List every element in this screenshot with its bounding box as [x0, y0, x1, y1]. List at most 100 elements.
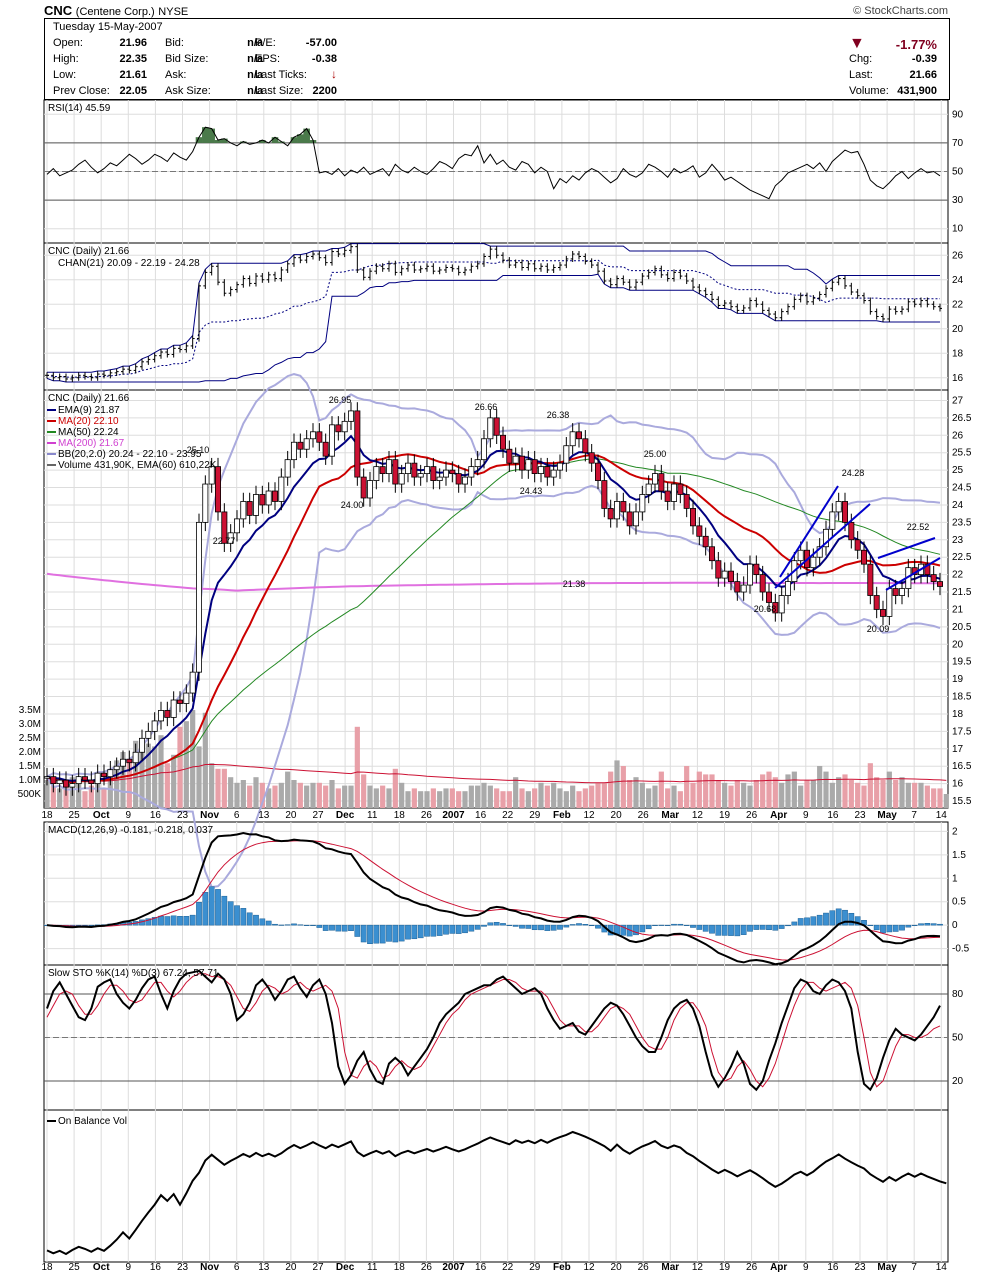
macd-histogram-bar — [569, 924, 576, 926]
volume-bar — [285, 771, 291, 808]
last-ticks-label: Last Ticks: — [255, 69, 307, 81]
volume-bar — [728, 785, 734, 808]
volume-bar — [823, 771, 829, 808]
macd-histogram-bar — [652, 924, 658, 926]
candle-body — [468, 466, 475, 478]
candle-body — [886, 588, 893, 617]
volume-bar — [785, 774, 791, 808]
macd-histogram-bar — [740, 924, 747, 935]
price-annotation: 21.38 — [563, 579, 586, 589]
volume-bar — [804, 780, 810, 808]
macd-histogram-bar — [462, 924, 468, 934]
volume-bar — [221, 768, 227, 808]
x-axis-label-bottom: 9 — [126, 1262, 132, 1273]
macd-histogram-bar — [177, 916, 183, 926]
price-annotation: 20.68 — [754, 604, 777, 614]
volume-bar — [943, 794, 949, 808]
volume-bar — [456, 791, 462, 808]
candle-body — [430, 466, 437, 481]
macd-histogram-bar — [728, 924, 734, 936]
candle-body — [379, 466, 386, 474]
macd-title: MACD(12,26,9) -0.181, -0.218, 0.037 — [48, 825, 214, 836]
ask-label: Ask: — [165, 69, 187, 81]
candle-body — [132, 751, 139, 764]
macd-histogram-bar — [335, 924, 342, 932]
volume-bar — [658, 771, 664, 808]
volume-bar — [272, 785, 278, 808]
macd-histogram-bar — [633, 924, 639, 936]
macd-histogram-bar — [557, 924, 563, 930]
x-axis-label: 12 — [583, 810, 595, 821]
macd-panel-frame — [43, 821, 949, 966]
macd-histogram-bar — [772, 924, 779, 931]
percent-change: -1.77% — [895, 37, 937, 52]
candle-body — [569, 431, 576, 447]
volume-bar — [924, 785, 930, 808]
rsi-overbought-fill — [240, 141, 247, 143]
volume-value: 431,900 — [897, 85, 937, 97]
volume-bar — [234, 782, 240, 808]
bid-value: n/a — [247, 37, 263, 49]
price-legend-item: BB(20,2.0) 20.24 - 22.10 - 23.95 — [58, 449, 202, 460]
candle-body — [101, 772, 108, 778]
obv-title: On Balance Vol — [58, 1116, 127, 1127]
macd-histogram-bar — [316, 924, 323, 928]
volume-bar — [760, 774, 766, 808]
macd-histogram-bar — [417, 924, 424, 939]
macd-histogram-bar — [183, 916, 190, 926]
macd-histogram-bar — [449, 924, 456, 934]
candle-body — [810, 556, 817, 569]
low-value: 21.61 — [119, 69, 147, 81]
macd-histogram-bar — [823, 912, 829, 926]
macd-histogram-bar — [709, 924, 715, 934]
candle-body — [924, 563, 931, 576]
candle-body — [170, 699, 177, 718]
open-value: 21.96 — [119, 37, 147, 49]
ma50-line — [46, 458, 941, 783]
x-axis-label: 29 — [529, 810, 541, 821]
macd-histogram-bar — [360, 924, 367, 943]
macd-histogram-bar — [430, 924, 437, 937]
volume-bar — [139, 738, 145, 808]
macd-histogram-bar — [677, 923, 684, 926]
macd-histogram-bar — [550, 924, 557, 931]
rsi-ytick-label: 70 — [952, 138, 964, 149]
macd-histogram-bar — [373, 924, 380, 944]
x-axis-label-bottom: Oct — [93, 1262, 110, 1273]
last-size-label: Last Size: — [255, 85, 304, 97]
volume-bar — [443, 788, 449, 808]
volume-bar — [297, 782, 303, 808]
volume-bar — [481, 782, 487, 808]
price-annotation: 24.28 — [842, 468, 865, 478]
macd-histogram-bar — [645, 924, 652, 930]
volume-bar — [361, 774, 367, 808]
volume-bar — [753, 780, 759, 808]
brand-link[interactable]: © StockCharts.com — [853, 5, 948, 17]
x-axis-label: 9 — [803, 810, 809, 821]
macd-histogram-bar — [753, 924, 760, 930]
rsi-title: RSI(14) 45.59 — [48, 103, 111, 114]
candle-body — [531, 459, 538, 474]
volume-bar — [595, 782, 601, 808]
candle-body — [759, 574, 766, 593]
volume-bar — [817, 766, 823, 808]
volume-bar — [215, 768, 221, 808]
volume-bar — [259, 782, 265, 808]
quote-header: Tuesday 15-May-2007 Open: 21.96 High: 22… — [44, 18, 950, 100]
candle-body — [683, 494, 690, 509]
volume-bar — [722, 782, 728, 808]
candle-body — [892, 588, 899, 596]
volume-bar — [855, 782, 861, 808]
candle-body — [120, 758, 127, 767]
x-axis-label-bottom: 12 — [692, 1262, 704, 1273]
candle-body — [157, 710, 164, 722]
sto-d-line — [46, 973, 941, 1088]
volume-bar — [848, 780, 854, 808]
macd-histogram-bar — [284, 924, 291, 926]
macd-histogram-bar — [848, 912, 855, 926]
x-axis-label-bottom: Apr — [770, 1262, 787, 1273]
volume-bar — [690, 782, 696, 808]
candle-body — [734, 581, 741, 593]
candle-body — [290, 441, 297, 461]
volume-bar — [101, 788, 107, 808]
